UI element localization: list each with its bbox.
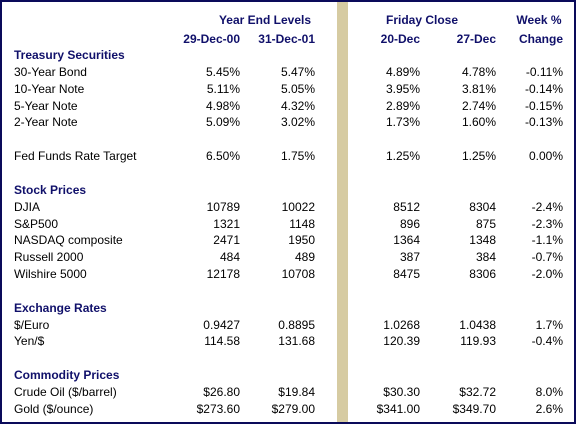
- cell-value: 1321: [213, 216, 240, 231]
- cell-value: 0.00%: [528, 149, 563, 164]
- column-header: 29-Dec-00: [183, 32, 240, 46]
- row-label: 5-Year Note: [14, 98, 78, 113]
- cell-value: 4.32%: [280, 98, 315, 113]
- cell-value: 8512: [393, 199, 420, 214]
- row-label: $/Euro: [14, 317, 50, 332]
- cell-value: -0.7%: [531, 250, 563, 265]
- row-label: Crude Oil ($/barrel): [14, 385, 117, 399]
- group-header: Friday Close: [385, 13, 459, 27]
- cell-value: 1.7%: [535, 317, 563, 332]
- cell-value: 3.81%: [461, 81, 496, 96]
- cell-value: 2.89%: [385, 98, 420, 113]
- cell-value: 131.68: [278, 334, 315, 349]
- cell-value: 1148: [289, 216, 315, 231]
- cell-value: 0.9427: [203, 317, 240, 332]
- cell-value: 384: [475, 250, 496, 265]
- column-header: 31-Dec-01: [258, 32, 315, 46]
- cell-value: 4.78%: [461, 64, 496, 79]
- cell-value: 6.50%: [205, 149, 240, 164]
- row-label: S&P500: [14, 216, 59, 231]
- cell-value: 8306: [469, 267, 496, 282]
- cell-value: $32.72: [459, 385, 496, 399]
- cell-value: 5.09%: [205, 115, 240, 130]
- cell-value: 1.25%: [461, 149, 496, 164]
- cell-value: 0.8895: [278, 317, 315, 332]
- divider-stripe: [337, 2, 348, 422]
- cell-value: $30.30: [383, 385, 420, 399]
- cell-value: 12178: [206, 267, 240, 282]
- cell-value: 2.74%: [461, 98, 496, 113]
- cell-value: -0.11%: [525, 64, 563, 79]
- cell-value: 5.45%: [205, 64, 240, 79]
- column-header: Change: [518, 32, 563, 46]
- cell-value: $273.60: [196, 401, 240, 416]
- cell-value: 5.05%: [280, 81, 315, 96]
- cell-value: 3.95%: [385, 81, 420, 96]
- cell-value: 1.0438: [459, 317, 496, 332]
- cell-value: $349.70: [452, 401, 496, 416]
- cell-value: 10022: [281, 199, 315, 214]
- section-title: Exchange Rates: [14, 300, 107, 315]
- cell-value: 484: [219, 250, 240, 265]
- section-title: Stock Prices: [14, 182, 87, 197]
- cell-value: 1950: [288, 233, 315, 248]
- cell-value: 114.58: [204, 334, 240, 349]
- column-header: 27-Dec: [456, 32, 496, 46]
- cell-value: $19.84: [278, 385, 315, 399]
- row-label: 30-Year Bond: [14, 64, 87, 79]
- cell-value: 387: [399, 250, 420, 265]
- cell-value: 1.73%: [385, 115, 420, 130]
- cell-value: -2.3%: [531, 216, 563, 231]
- cell-value: $341.00: [376, 401, 420, 416]
- cell-value: 119.93: [460, 334, 496, 349]
- cell-value: 4.89%: [385, 64, 420, 79]
- cell-value: 1.25%: [385, 149, 420, 164]
- row-label: 10-Year Note: [14, 81, 85, 96]
- cell-value: -0.13%: [524, 115, 563, 130]
- cell-value: -1.1%: [531, 233, 563, 248]
- cell-value: 8.0%: [535, 385, 563, 399]
- cell-value: 8304: [469, 199, 496, 214]
- cell-value: -2.0%: [531, 267, 563, 282]
- cell-value: 875: [475, 216, 496, 231]
- cell-value: 2.6%: [535, 401, 563, 416]
- cell-value: -0.4%: [531, 334, 563, 349]
- cell-value: 1.0268: [383, 317, 420, 332]
- row-label: Yen/$: [14, 334, 45, 349]
- row-label: Wilshire 5000: [14, 267, 87, 282]
- cell-value: 5.11%: [206, 81, 240, 96]
- cell-value: -0.14%: [524, 81, 563, 96]
- cell-value: 4.98%: [205, 98, 240, 113]
- cell-value: $279.00: [271, 401, 315, 416]
- cell-value: 10789: [206, 199, 240, 214]
- section-title: Commodity Prices: [14, 368, 120, 383]
- row-label: DJIA: [14, 199, 41, 214]
- cell-value: 896: [399, 216, 420, 231]
- cell-value: 120.39: [383, 334, 420, 349]
- row-label: Russell 2000: [14, 250, 84, 265]
- column-header: 20-Dec: [380, 32, 420, 46]
- cell-value: 1.60%: [461, 115, 496, 130]
- group-header: Week %: [516, 13, 562, 27]
- group-header: Year End Levels: [218, 13, 312, 27]
- row-label: Gold ($/ounce): [14, 401, 94, 416]
- cell-value: 10708: [281, 267, 315, 282]
- cell-value: 5.47%: [280, 64, 315, 79]
- cell-value: 1.75%: [280, 149, 315, 164]
- cell-value: 3.02%: [280, 115, 315, 130]
- cell-value: -0.15%: [524, 98, 563, 113]
- row-label: NASDAQ composite: [14, 233, 123, 248]
- cell-value: 1364: [393, 233, 420, 248]
- cell-value: -2.4%: [531, 199, 563, 214]
- cell-value: $26.80: [203, 385, 240, 399]
- row-label: 2-Year Note: [14, 115, 78, 130]
- section-title: Treasury Securities: [14, 48, 125, 62]
- cell-value: 2471: [213, 233, 240, 248]
- cell-value: 1348: [469, 233, 496, 248]
- cell-value: 8475: [393, 267, 420, 282]
- row-label: Fed Funds Rate Target: [14, 149, 137, 164]
- cell-value: 489: [294, 250, 315, 265]
